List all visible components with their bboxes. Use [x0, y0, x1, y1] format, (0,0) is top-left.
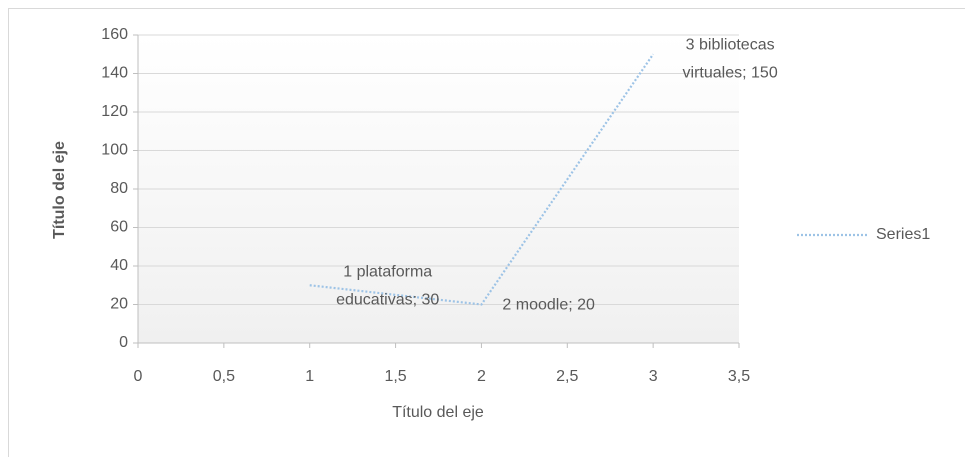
data-label: 2 moodle; 20: [502, 297, 595, 314]
y-tick-label: 0: [119, 334, 128, 351]
y-tick-label: 60: [110, 219, 128, 236]
y-tick-label: 160: [101, 26, 128, 43]
data-label: 3 bibliotecas: [686, 36, 775, 53]
data-label: educativas; 30: [336, 291, 439, 308]
data-label: virtuales; 150: [683, 64, 778, 81]
y-tick-label: 140: [101, 65, 128, 82]
y-tick-label: 100: [101, 142, 128, 159]
y-tick-label: 20: [110, 296, 128, 313]
y-tick-label: 40: [110, 257, 128, 274]
y-axis-title: Título del eje: [51, 141, 68, 239]
y-tick-label: 120: [101, 103, 128, 120]
x-tick-label: 1: [305, 368, 314, 385]
x-tick-label: 3: [649, 368, 658, 385]
x-tick-label: 0,5: [213, 368, 235, 385]
x-tick-label: 0: [134, 368, 143, 385]
x-tick-label: 3,5: [728, 368, 750, 385]
x-tick-label: 2: [477, 368, 486, 385]
legend-label: Series1: [876, 226, 930, 243]
y-tick-label: 80: [110, 180, 128, 197]
x-tick-label: 2,5: [556, 368, 578, 385]
data-label: 1 plataforma: [343, 263, 432, 280]
series-line: [309, 53, 655, 306]
x-axis-title: Título del eje: [392, 404, 484, 421]
x-tick-label: 1,5: [384, 368, 406, 385]
